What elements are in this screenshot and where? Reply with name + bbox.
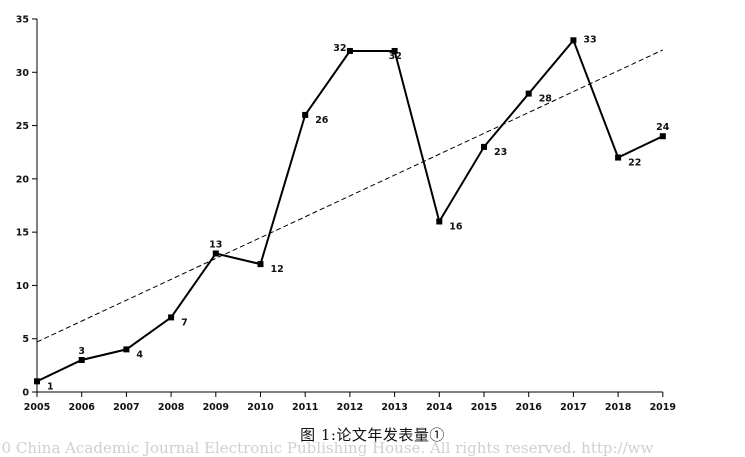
x-tick-label: 2019 xyxy=(650,402,676,413)
data-label: 23 xyxy=(494,147,507,158)
data-point xyxy=(391,47,398,54)
data-point xyxy=(436,218,443,225)
x-tick-label: 2016 xyxy=(515,402,542,413)
data-point xyxy=(615,154,622,161)
data-point xyxy=(346,47,353,54)
watermark-text: 20 China Academic Journal Electronic Pub… xyxy=(0,439,654,457)
x-tick-label: 2005 xyxy=(24,402,50,413)
data-point xyxy=(78,357,85,364)
data-point xyxy=(570,37,577,44)
axes: 0 5 10 15 20 25 30 35 2005 2006 2007 2008 2009 2010 20… xyxy=(16,15,676,414)
series-polyline xyxy=(36,38,664,383)
data-point xyxy=(659,133,666,140)
y-tick-label: 15 xyxy=(16,228,29,239)
markers xyxy=(34,37,666,385)
x-tick-label: 2010 xyxy=(247,402,274,413)
data-point xyxy=(257,261,264,268)
data-point xyxy=(212,250,219,257)
data-point xyxy=(168,314,175,321)
data-point xyxy=(481,143,487,150)
x-tick-label: 2006 xyxy=(68,402,95,413)
figure-caption: 图 1:论文年发表量① xyxy=(300,426,445,444)
y-tick-label: 30 xyxy=(16,68,30,79)
data-label: 1 xyxy=(47,381,54,392)
x-tick-label: 2011 xyxy=(292,402,318,413)
x-tick-label: 2018 xyxy=(605,402,632,413)
y-tick-label: 5 xyxy=(22,334,29,345)
data-label: 28 xyxy=(539,94,553,105)
data-label: 12 xyxy=(271,264,284,275)
chart: 0 5 10 15 20 25 30 35 2005 2006 2007 2008 2009 2010 20… xyxy=(16,15,676,414)
x-tick-label: 2013 xyxy=(381,402,407,413)
data-label: 33 xyxy=(583,34,596,45)
x-tick-label: 2012 xyxy=(337,402,363,413)
data-label: 24 xyxy=(656,122,670,133)
data-label: 7 xyxy=(181,317,188,328)
data-point xyxy=(525,90,532,97)
data-point xyxy=(34,378,40,385)
data-label: 13 xyxy=(209,239,222,250)
x-tick-label: 2009 xyxy=(203,402,229,413)
y-tick-label: 10 xyxy=(16,281,30,292)
data-label: 16 xyxy=(449,221,463,232)
y-tick-label: 25 xyxy=(16,121,29,132)
data-point xyxy=(302,111,309,118)
y-tick-label: 20 xyxy=(16,174,30,185)
data-label: 32 xyxy=(333,43,346,54)
x-tick-label: 2008 xyxy=(158,402,185,413)
y-tick-label: 0 xyxy=(22,388,29,399)
trendline-path xyxy=(36,49,664,343)
data-label: 4 xyxy=(136,349,143,360)
data-point xyxy=(123,346,130,353)
data-label: 22 xyxy=(628,158,641,169)
y-tick-label: 35 xyxy=(16,15,29,26)
data-label: 32 xyxy=(389,51,402,62)
data-label: 26 xyxy=(315,115,329,126)
x-tick-label: 2015 xyxy=(471,402,497,413)
series-line xyxy=(36,38,664,383)
x-tick-label: 2014 xyxy=(426,402,453,413)
x-tick-label: 2017 xyxy=(560,402,586,413)
x-tick-label: 2007 xyxy=(113,402,139,413)
trendline xyxy=(36,49,664,343)
data-label: 3 xyxy=(78,346,85,357)
